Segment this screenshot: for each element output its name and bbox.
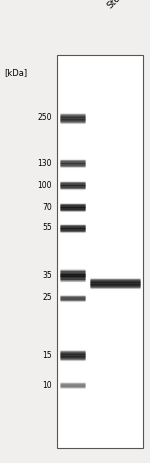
- Text: 10: 10: [42, 381, 52, 389]
- Text: Stomach: Stomach: [106, 0, 140, 10]
- Text: [kDa]: [kDa]: [4, 68, 27, 77]
- Text: 25: 25: [42, 294, 52, 302]
- Text: 130: 130: [38, 158, 52, 168]
- Bar: [57, 55, 143, 448]
- Text: 55: 55: [42, 224, 52, 232]
- Text: 35: 35: [42, 270, 52, 280]
- Text: 70: 70: [42, 202, 52, 212]
- Text: 100: 100: [38, 181, 52, 189]
- Text: 250: 250: [38, 113, 52, 123]
- Text: 15: 15: [42, 350, 52, 359]
